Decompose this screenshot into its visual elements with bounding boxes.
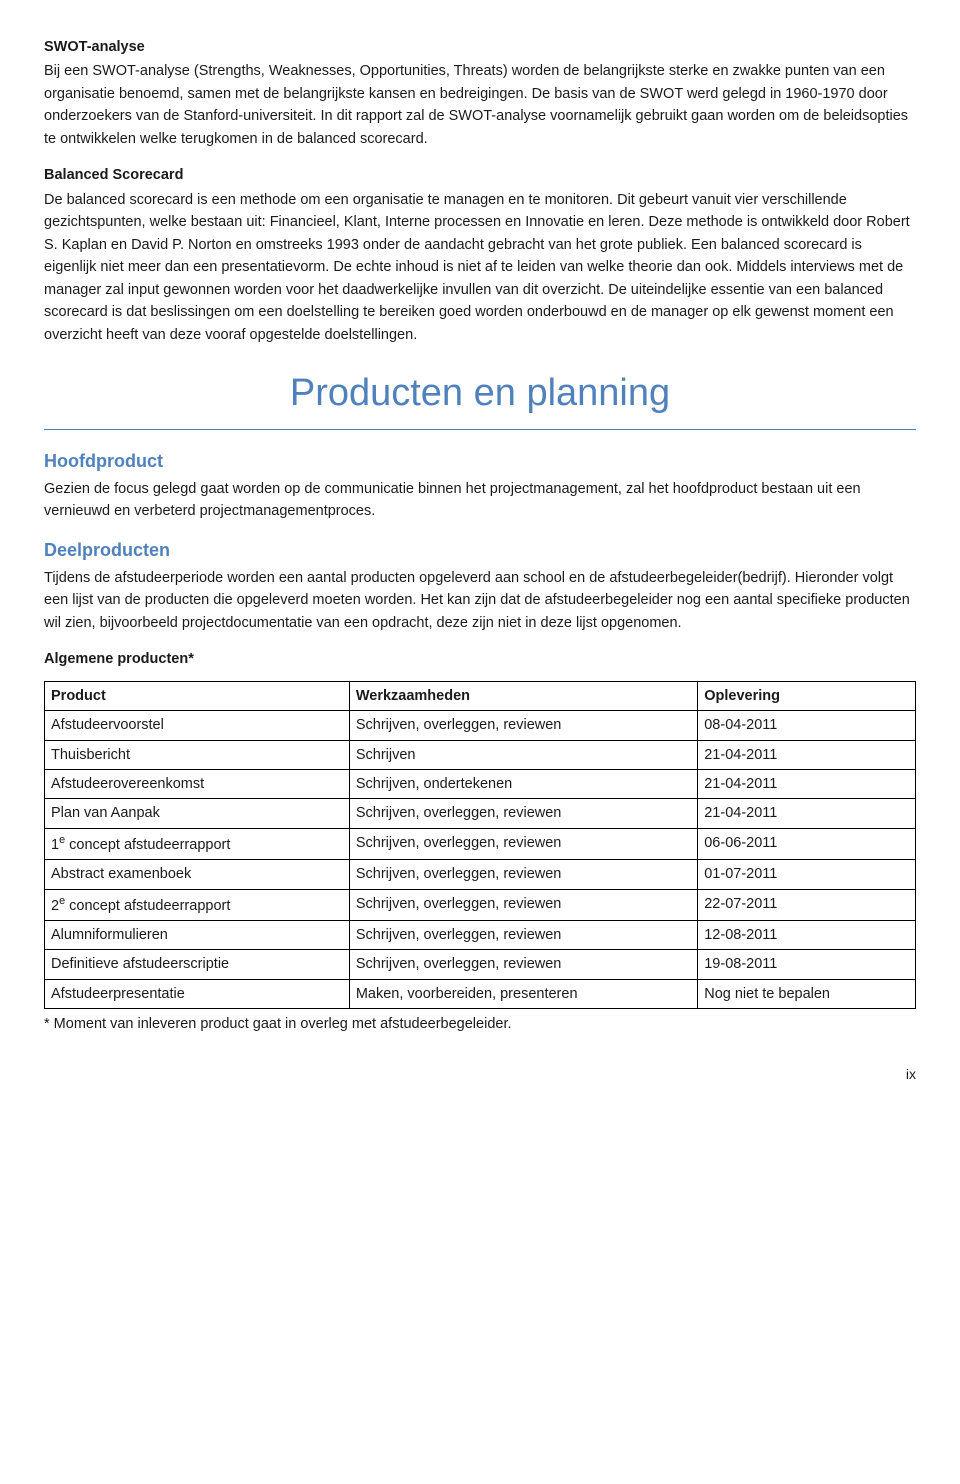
table-row: 1e concept afstudeerrapportSchrijven, ov… — [45, 828, 916, 859]
cell-product: Plan van Aanpak — [45, 799, 350, 828]
cell-oplevering: 06-06-2011 — [698, 828, 916, 859]
hoofdproduct-body: Gezien de focus gelegd gaat worden op de… — [44, 478, 916, 523]
table-row: AfstudeerovereenkomstSchrijven, ondertek… — [45, 769, 916, 798]
cell-werk: Schrijven, overleggen, reviewen — [349, 711, 697, 740]
cell-oplevering: 19-08-2011 — [698, 950, 916, 979]
deelproducten-heading: Deelproducten — [44, 537, 916, 565]
cell-product: 2e concept afstudeerrapport — [45, 889, 350, 920]
cell-werk: Schrijven, overleggen, reviewen — [349, 860, 697, 889]
cell-oplevering: 21-04-2011 — [698, 799, 916, 828]
cell-oplevering: Nog niet te bepalen — [698, 979, 916, 1008]
table-row: Definitieve afstudeerscriptieSchrijven, … — [45, 950, 916, 979]
swot-body: Bij een SWOT-analyse (Strengths, Weaknes… — [44, 60, 916, 150]
table-row: AfstudeerpresentatieMaken, voorbereiden,… — [45, 979, 916, 1008]
cell-werk: Schrijven, overleggen, reviewen — [349, 889, 697, 920]
th-product: Product — [45, 681, 350, 710]
table-header-row: Product Werkzaamheden Oplevering — [45, 681, 916, 710]
deelproducten-body: Tijdens de afstudeerperiode worden een a… — [44, 567, 916, 634]
cell-werk: Schrijven, overleggen, reviewen — [349, 828, 697, 859]
cell-werk: Schrijven, ondertekenen — [349, 769, 697, 798]
table-footnote: * Moment van inleveren product gaat in o… — [44, 1013, 916, 1035]
cell-oplevering: 12-08-2011 — [698, 920, 916, 949]
bsc-body: De balanced scorecard is een methode om … — [44, 189, 916, 346]
cell-werk: Maken, voorbereiden, presenteren — [349, 979, 697, 1008]
table-row: 2e concept afstudeerrapportSchrijven, ov… — [45, 889, 916, 920]
bsc-title: Balanced Scorecard — [44, 164, 916, 186]
table-row: Plan van AanpakSchrijven, overleggen, re… — [45, 799, 916, 828]
heading-rule — [44, 429, 916, 430]
swot-title: SWOT-analyse — [44, 36, 916, 58]
cell-product: Afstudeerovereenkomst — [45, 769, 350, 798]
cell-product: Thuisbericht — [45, 740, 350, 769]
cell-product: 1e concept afstudeerrapport — [45, 828, 350, 859]
cell-werk: Schrijven, overleggen, reviewen — [349, 799, 697, 828]
cell-werk: Schrijven, overleggen, reviewen — [349, 920, 697, 949]
cell-oplevering: 01-07-2011 — [698, 860, 916, 889]
cell-oplevering: 08-04-2011 — [698, 711, 916, 740]
page-number: ix — [44, 1064, 916, 1086]
cell-product: Afstudeervoorstel — [45, 711, 350, 740]
table-row: AfstudeervoorstelSchrijven, overleggen, … — [45, 711, 916, 740]
cell-product: Afstudeerpresentatie — [45, 979, 350, 1008]
hoofdproduct-heading: Hoofdproduct — [44, 448, 916, 476]
cell-product: Definitieve afstudeerscriptie — [45, 950, 350, 979]
cell-oplevering: 21-04-2011 — [698, 740, 916, 769]
table-row: ThuisberichtSchrijven21-04-2011 — [45, 740, 916, 769]
th-werk: Werkzaamheden — [349, 681, 697, 710]
cell-werk: Schrijven, overleggen, reviewen — [349, 950, 697, 979]
products-table: Product Werkzaamheden Oplevering Afstude… — [44, 681, 916, 1010]
table-row: Abstract examenboekSchrijven, overleggen… — [45, 860, 916, 889]
th-oplevering: Oplevering — [698, 681, 916, 710]
cell-product: Abstract examenboek — [45, 860, 350, 889]
table-row: AlumniformulierenSchrijven, overleggen, … — [45, 920, 916, 949]
cell-oplevering: 22-07-2011 — [698, 889, 916, 920]
cell-werk: Schrijven — [349, 740, 697, 769]
cell-oplevering: 21-04-2011 — [698, 769, 916, 798]
cell-product: Alumniformulieren — [45, 920, 350, 949]
main-heading: Producten en planning — [44, 364, 916, 423]
table-title: Algemene producten* — [44, 648, 916, 670]
